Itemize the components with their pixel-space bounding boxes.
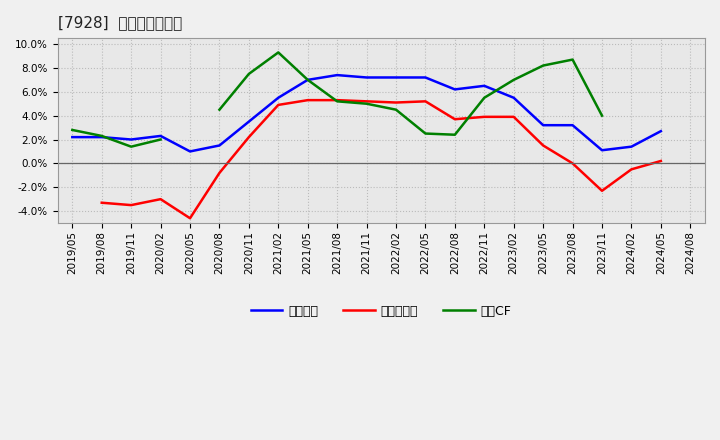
経常利益 [245, 119, 253, 124]
営業CF [156, 137, 165, 142]
当期純利益 [245, 135, 253, 140]
経常利益 [480, 83, 489, 88]
経常利益 [97, 135, 106, 140]
当期純利益 [568, 161, 577, 166]
当期純利益 [657, 158, 665, 164]
Line: 当期純利益: 当期純利益 [102, 100, 661, 218]
経常利益 [186, 149, 194, 154]
経常利益 [451, 87, 459, 92]
当期純利益 [627, 167, 636, 172]
経常利益 [539, 123, 547, 128]
当期純利益 [539, 143, 547, 148]
経常利益 [333, 73, 341, 78]
当期純利益 [333, 98, 341, 103]
経常利益 [627, 144, 636, 149]
Line: 営業CF: 営業CF [72, 130, 161, 147]
経常利益 [274, 95, 283, 100]
Text: [7928]  マージンの推移: [7928] マージンの推移 [58, 15, 182, 30]
当期純利益 [598, 188, 606, 194]
経常利益 [215, 143, 224, 148]
営業CF [127, 144, 135, 149]
経常利益 [657, 128, 665, 134]
経常利益 [568, 123, 577, 128]
経常利益 [598, 147, 606, 153]
経常利益 [510, 95, 518, 100]
当期純利益 [303, 98, 312, 103]
当期純利益 [480, 114, 489, 120]
Legend: 経常利益, 当期純利益, 営業CF: 経常利益, 当期純利益, 営業CF [246, 300, 517, 323]
当期純利益 [127, 202, 135, 208]
Line: 経常利益: 経常利益 [72, 75, 661, 151]
経常利益 [392, 75, 400, 80]
当期純利益 [421, 99, 430, 104]
当期純利益 [392, 100, 400, 105]
当期純利益 [215, 170, 224, 176]
経常利益 [127, 137, 135, 142]
経常利益 [362, 75, 371, 80]
当期純利益 [97, 200, 106, 205]
当期純利益 [451, 117, 459, 122]
当期純利益 [156, 197, 165, 202]
経常利益 [421, 75, 430, 80]
営業CF [68, 127, 76, 132]
当期純利益 [186, 216, 194, 221]
当期純利益 [274, 102, 283, 107]
経常利益 [156, 133, 165, 139]
当期純利益 [510, 114, 518, 120]
当期純利益 [362, 99, 371, 104]
経常利益 [68, 135, 76, 140]
経常利益 [303, 77, 312, 83]
営業CF [97, 133, 106, 139]
